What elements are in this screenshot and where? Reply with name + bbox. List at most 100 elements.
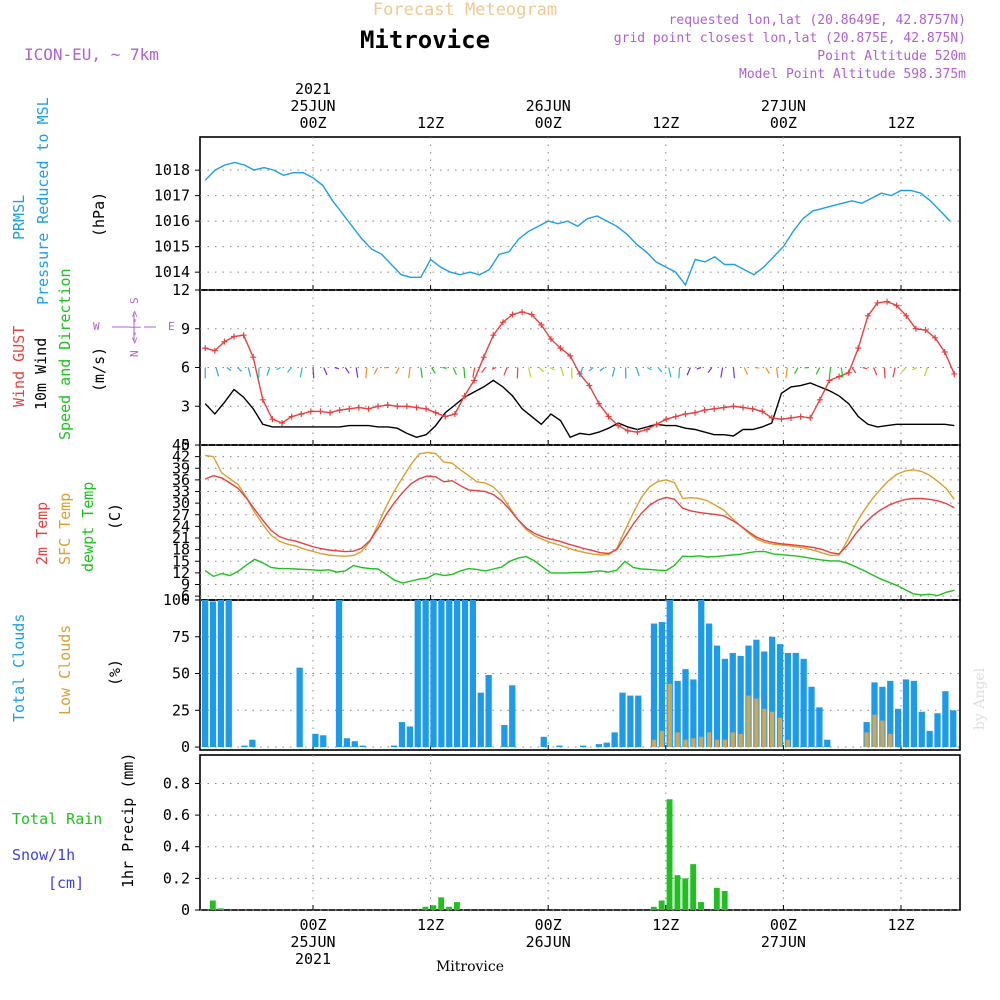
wind-direction-arrow <box>395 367 400 375</box>
wind-direction-arrow <box>785 367 788 379</box>
total-cloud-bar <box>942 691 949 748</box>
direction-label: Speed and Direction <box>56 268 74 440</box>
wind10-line <box>204 379 955 439</box>
clouds-ytick-label: 50 <box>172 665 190 683</box>
gust-line-marker <box>221 338 228 345</box>
total-cloud-bar <box>721 658 729 748</box>
gust-line-marker <box>547 336 554 343</box>
total-cloud-bar <box>509 685 516 748</box>
total-cloud-bar <box>784 652 792 748</box>
gust-line-marker <box>682 411 689 417</box>
wind-plot <box>202 298 958 439</box>
wind-direction-arrow <box>452 367 458 375</box>
total-cloud-bar <box>209 601 217 748</box>
total-cloud-bar <box>690 679 697 748</box>
total-cloud-bar <box>887 680 894 748</box>
compass-arrows-icon <box>112 312 156 342</box>
rain-bar <box>217 908 224 910</box>
low-cloud-bar <box>738 733 743 748</box>
gridpoint-coords: grid point closest lon,lat (20.875E, 42.… <box>614 31 966 46</box>
gust-line-marker <box>711 405 718 412</box>
total-cloud-bar <box>477 692 484 748</box>
gust-line-marker <box>365 405 372 412</box>
total-cloud-bar <box>320 735 327 748</box>
wind-direction-arrow <box>491 366 497 370</box>
total-cloud-bar <box>824 739 831 748</box>
point-altitude: Point Altitude 520m <box>817 49 966 64</box>
low-cloud-bar <box>777 717 783 748</box>
rain-bar <box>446 906 452 910</box>
total-cloud-bar <box>469 600 477 748</box>
wind-direction-arrow <box>373 367 379 375</box>
wind-direction-arrow <box>732 367 736 379</box>
requested-coords: requested lon,lat (20.8649E, 42.8757N) <box>669 13 966 28</box>
total-cloud-bar <box>461 600 469 748</box>
wind-direction-arrow <box>408 367 411 379</box>
wind-direction-arrow <box>431 367 436 374</box>
total-cloud-bar <box>351 741 358 748</box>
gust-line-marker <box>202 345 209 352</box>
bottom-time-label: 27JUN <box>761 933 806 951</box>
gust-line-marker <box>557 345 564 352</box>
gust-line-marker <box>759 408 766 415</box>
gust-line-marker <box>692 409 699 416</box>
wind-direction-arrow <box>720 367 724 378</box>
wind-direction-arrow <box>516 367 519 379</box>
low-cloud-bar <box>888 733 893 748</box>
top-time-label: 25JUN <box>290 97 335 115</box>
temperature-ytick-label: 39 <box>172 459 190 477</box>
gust-line-marker <box>471 377 478 384</box>
rain-bar <box>698 902 704 910</box>
wind-direction-arrow <box>646 366 652 371</box>
wind-direction-arrow <box>883 367 886 379</box>
gust-line-marker <box>403 403 410 410</box>
total-cloud-bar <box>682 669 689 748</box>
wind-direction-arrow <box>635 367 640 377</box>
top-time-label: 00Z <box>299 114 326 132</box>
gust-line-marker <box>538 321 545 328</box>
gust-line-marker <box>231 333 238 340</box>
temperature-ytick-label: 6 <box>181 587 190 605</box>
gust-line-marker <box>740 404 747 411</box>
precip-ytick-label: 0.2 <box>163 869 190 887</box>
rain-bar <box>674 875 681 910</box>
temperature-ytick-label: 18 <box>172 541 190 559</box>
top-time-label: 00Z <box>535 114 562 132</box>
total-cloud-bar <box>627 695 634 748</box>
temperature-plot <box>204 451 955 597</box>
pressure-ytick-label: 1018 <box>154 161 190 179</box>
gust-line-marker <box>749 405 756 412</box>
precip-axis-label: 1hr Precip (mm) <box>119 753 137 888</box>
rain-bar <box>209 900 216 910</box>
wind-direction-arrow <box>420 367 423 378</box>
low-cloud-bar <box>659 730 665 748</box>
panels: 1014101510161017101803691269121518212427… <box>154 136 961 919</box>
wind-direction-arrow <box>912 366 917 371</box>
low-clouds-label: Low Clouds <box>56 625 74 715</box>
gust-line-marker <box>499 319 506 326</box>
gust-line-marker <box>701 407 708 414</box>
wind-direction-arrow <box>344 367 350 374</box>
total-cloud-bar <box>792 652 799 748</box>
wind-direction-arrow <box>237 367 243 372</box>
wind-direction-arrow <box>765 367 770 374</box>
gust-line-marker <box>442 413 449 420</box>
total-cloud-bar <box>902 679 910 748</box>
bottom-time-label: 25JUN <box>290 933 335 951</box>
temp-unit-label: (C) <box>106 503 124 530</box>
gust-line-marker <box>643 426 650 433</box>
gust-line-marker <box>922 327 929 334</box>
precip-ytick-label: 0.6 <box>163 806 190 824</box>
temperature-ytick-label: 33 <box>172 483 190 501</box>
wind-direction-arrow <box>355 367 359 378</box>
wind-direction-arrow <box>334 366 340 370</box>
total-cloud-bar <box>446 600 453 748</box>
total-cloud-bar <box>910 680 918 748</box>
total-cloud-bar <box>414 600 421 748</box>
total-cloud-bar <box>650 623 658 748</box>
total-cloud-bar <box>769 636 776 748</box>
clouds-plot <box>202 600 957 748</box>
total-cloud-bar <box>398 722 406 748</box>
wind-direction-arrow <box>851 367 857 374</box>
